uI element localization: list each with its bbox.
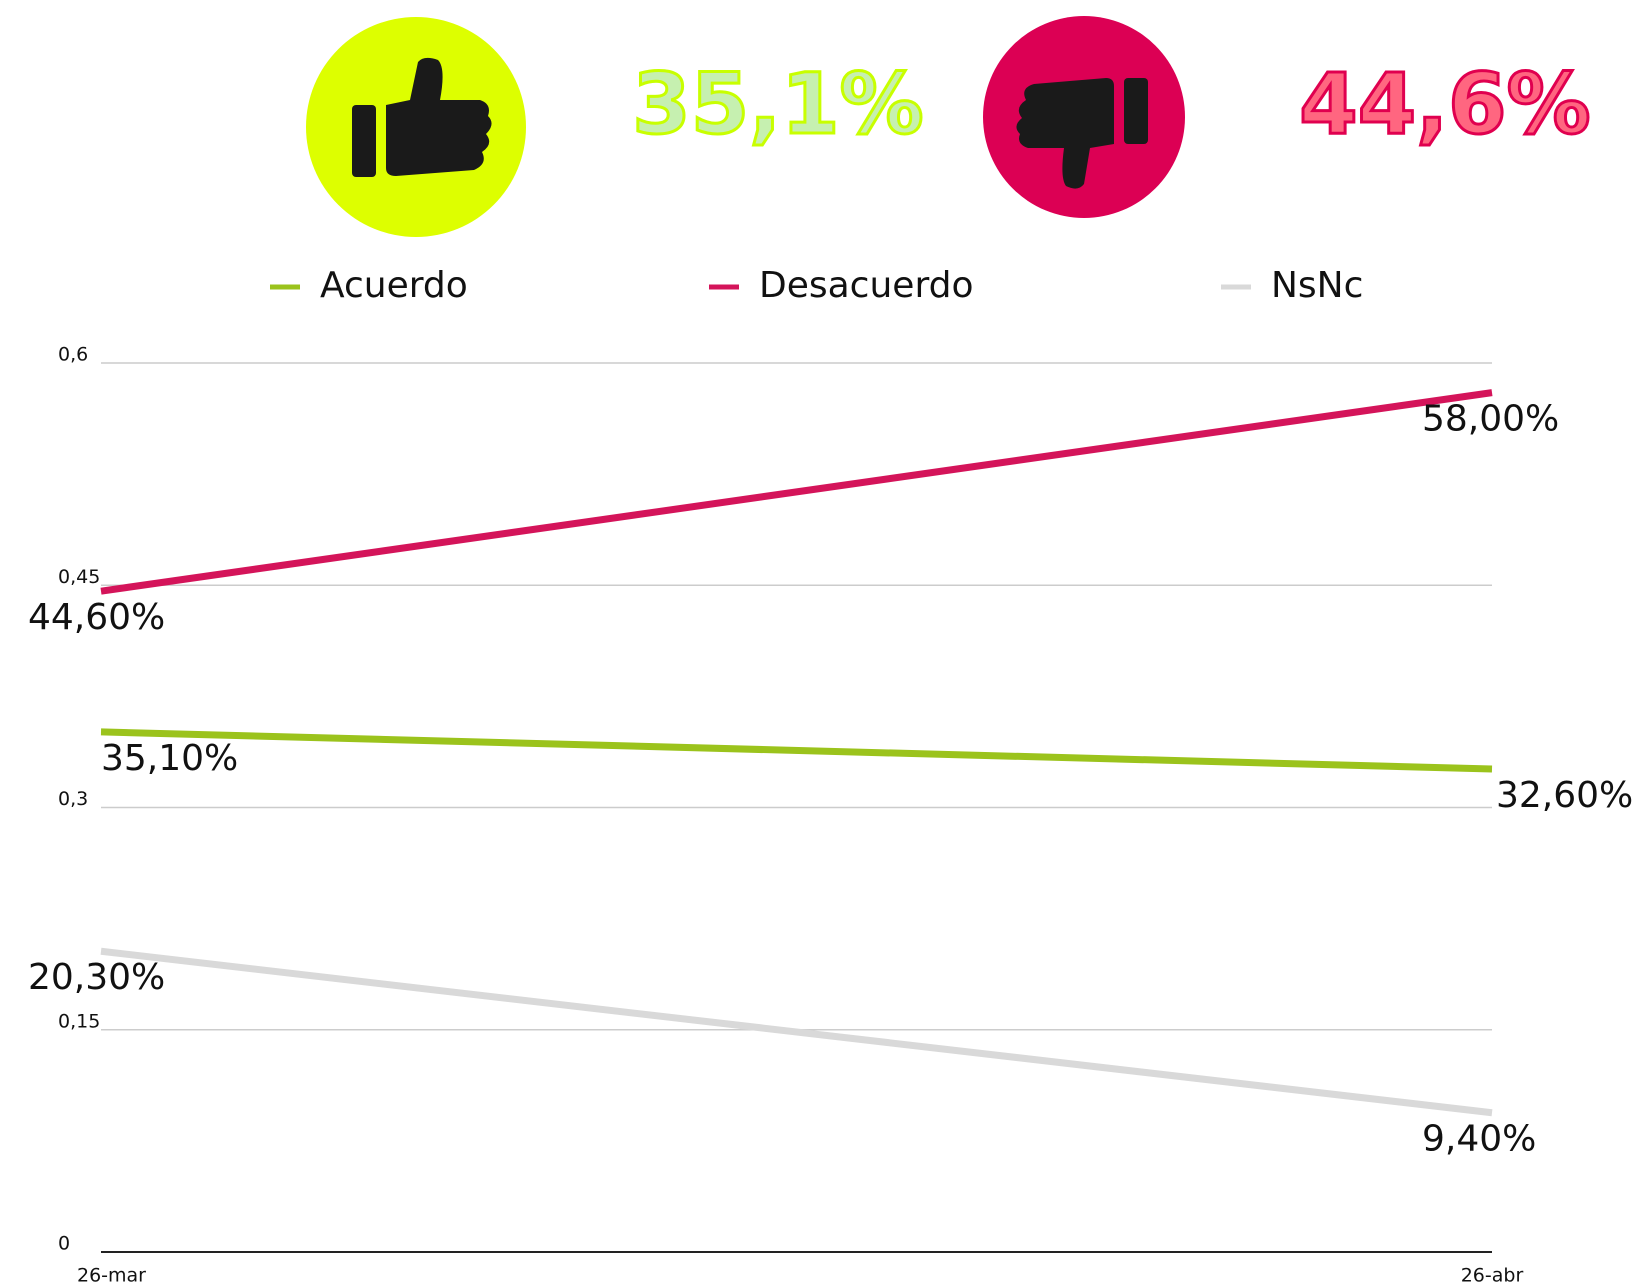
data-label: 20,30% bbox=[28, 957, 165, 998]
thumbs-up-icon bbox=[306, 17, 526, 237]
x-tick-label: 26-abr bbox=[1461, 1265, 1524, 1286]
legend-label: Acuerdo bbox=[320, 265, 468, 306]
y-tick-label: 0,6 bbox=[58, 344, 88, 366]
data-label: 35,10% bbox=[101, 738, 238, 779]
disagree-stat: 44,6% bbox=[1299, 55, 1590, 153]
legend-label: NsNc bbox=[1271, 265, 1363, 306]
y-tick-label: 0 bbox=[58, 1233, 70, 1255]
data-label: 58,00% bbox=[1422, 399, 1559, 440]
data-label: 32,60% bbox=[1496, 775, 1633, 816]
y-tick-label: 0,3 bbox=[58, 788, 88, 810]
data-label: 44,60% bbox=[28, 597, 165, 638]
x-tick-label: 26-mar bbox=[77, 1265, 146, 1286]
y-tick-label: 0,15 bbox=[58, 1010, 100, 1032]
series-line bbox=[100, 947, 1493, 1117]
thumbs-down-icon bbox=[983, 16, 1185, 218]
series-line bbox=[100, 728, 1493, 773]
agree-stat: 35,1% bbox=[632, 55, 923, 153]
data-label: 9,40% bbox=[1422, 1119, 1536, 1160]
y-tick-label: 0,45 bbox=[58, 566, 100, 588]
legend-label: Desacuerdo bbox=[759, 265, 974, 306]
series-line bbox=[100, 389, 1493, 595]
